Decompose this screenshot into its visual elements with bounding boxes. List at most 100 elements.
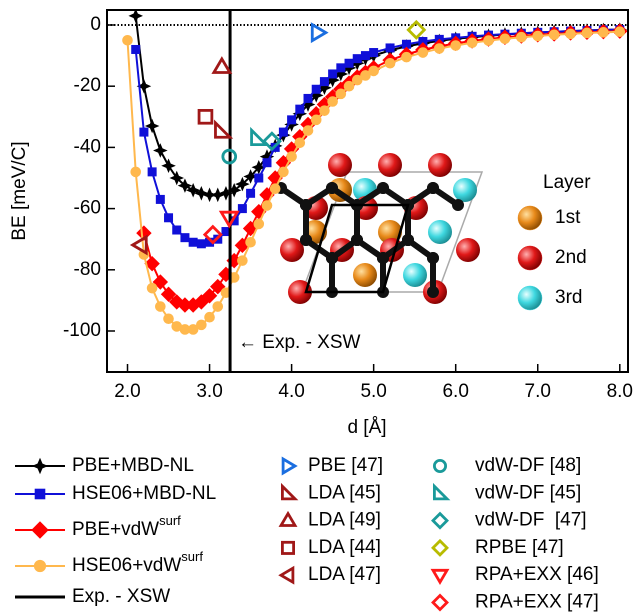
x-tick-label: 2.0 — [114, 381, 140, 402]
legend-marker — [432, 482, 451, 501]
carbon — [351, 234, 363, 246]
annotation: ← Exp. - XSW — [238, 332, 361, 353]
atom-2nd — [280, 238, 304, 262]
carbon — [427, 286, 439, 298]
series-marker — [302, 125, 314, 136]
series-marker — [147, 167, 157, 177]
series-marker — [384, 57, 396, 69]
x-tick-label: 5.0 — [360, 381, 386, 402]
series-marker — [466, 37, 478, 49]
legend-label: LDA [47] — [308, 564, 381, 585]
series-line — [134, 15, 620, 196]
series-marker — [172, 225, 182, 235]
series-marker — [368, 65, 379, 77]
carbon — [326, 182, 338, 194]
reference-point — [202, 224, 223, 245]
series-marker — [246, 188, 256, 198]
legend-marker — [31, 457, 49, 475]
carbon — [427, 182, 439, 194]
plot-frame — [106, 9, 629, 373]
legend-marker — [33, 559, 47, 573]
inset-legend-swatch — [517, 205, 543, 231]
legend-marker — [431, 511, 449, 530]
series-marker — [161, 158, 176, 174]
legend-label: RPBE [47] — [475, 537, 564, 558]
legend-label: Exp. - XSW — [72, 586, 170, 607]
carbon — [452, 199, 464, 211]
series-marker — [254, 173, 264, 183]
series-marker — [483, 35, 494, 46]
series-marker — [343, 80, 355, 92]
reference-point — [221, 148, 238, 165]
legend-label: LDA [45] — [308, 482, 381, 503]
series-marker — [122, 34, 133, 46]
series-marker — [130, 166, 142, 178]
atom-1st — [353, 263, 377, 287]
series-marker — [237, 255, 248, 266]
series-marker — [235, 176, 250, 192]
series-marker — [565, 28, 576, 40]
atom-2nd — [428, 153, 452, 177]
series-marker — [188, 237, 198, 247]
series-marker — [417, 47, 429, 58]
legend-label: LDA [49] — [308, 510, 381, 531]
series-marker — [303, 93, 313, 103]
legend-marker — [432, 458, 447, 473]
carbon — [402, 234, 414, 246]
legend-label-main: HSE06+MBD-NL — [72, 483, 216, 504]
series-line — [134, 28, 620, 245]
inset-legend-swatch — [517, 285, 543, 311]
legend-label: vdW-DF [47] — [475, 510, 587, 531]
atom-3rd — [428, 220, 452, 244]
series-marker — [351, 74, 363, 86]
carbon — [427, 252, 439, 264]
y-axis-label: BE [meV/C] — [9, 141, 30, 240]
series-marker — [311, 84, 321, 94]
series-marker — [333, 66, 349, 82]
series-marker — [155, 194, 165, 204]
series-marker — [164, 213, 174, 223]
series-marker — [261, 200, 273, 211]
legend-marker — [278, 565, 295, 585]
series-marker — [136, 78, 152, 94]
inset-legend-label: 1st — [555, 207, 581, 228]
legend-label: PBE [47] — [308, 455, 383, 476]
series-marker — [336, 63, 346, 73]
legend-label: vdW-DF [48] — [475, 455, 581, 476]
series-marker — [319, 77, 329, 87]
legend-label: RPA+EXX [47] — [475, 592, 599, 612]
y-tick-label: 0 — [90, 14, 101, 35]
atom-2nd — [378, 153, 402, 177]
series-marker — [360, 70, 371, 81]
legend-label-main: PBE+vdW — [72, 519, 159, 540]
legend-label: vdW-DF [45] — [475, 482, 581, 503]
legend-label: PBE+vdWsurf — [72, 513, 181, 540]
series-marker — [253, 218, 265, 230]
carbon — [326, 252, 338, 264]
plot-area — [122, 10, 628, 372]
y-tick-label: -20 — [74, 75, 101, 96]
y-tick-label: -60 — [74, 198, 101, 219]
legend-marker — [431, 593, 449, 612]
legend-label: LDA [44] — [308, 537, 381, 558]
x-tick-label: 6.0 — [442, 381, 468, 402]
series-marker — [187, 324, 199, 335]
atom-1st — [378, 220, 402, 244]
legend-marker — [34, 488, 46, 500]
series-marker — [385, 43, 395, 53]
legend-label-main: PBE+MBD-NL — [72, 455, 194, 476]
x-tick-label: 8.0 — [607, 381, 633, 402]
series-marker — [144, 118, 160, 134]
series-marker — [243, 169, 258, 184]
series-marker — [352, 54, 362, 64]
series-marker — [202, 187, 217, 203]
series-marker — [286, 151, 297, 162]
series-marker — [401, 51, 412, 63]
reference-point — [406, 19, 427, 40]
series-marker — [614, 26, 626, 38]
inset-legend-label: 3rd — [555, 287, 582, 308]
reference-point — [214, 119, 234, 139]
series-marker — [153, 143, 168, 158]
series-marker — [516, 31, 527, 43]
